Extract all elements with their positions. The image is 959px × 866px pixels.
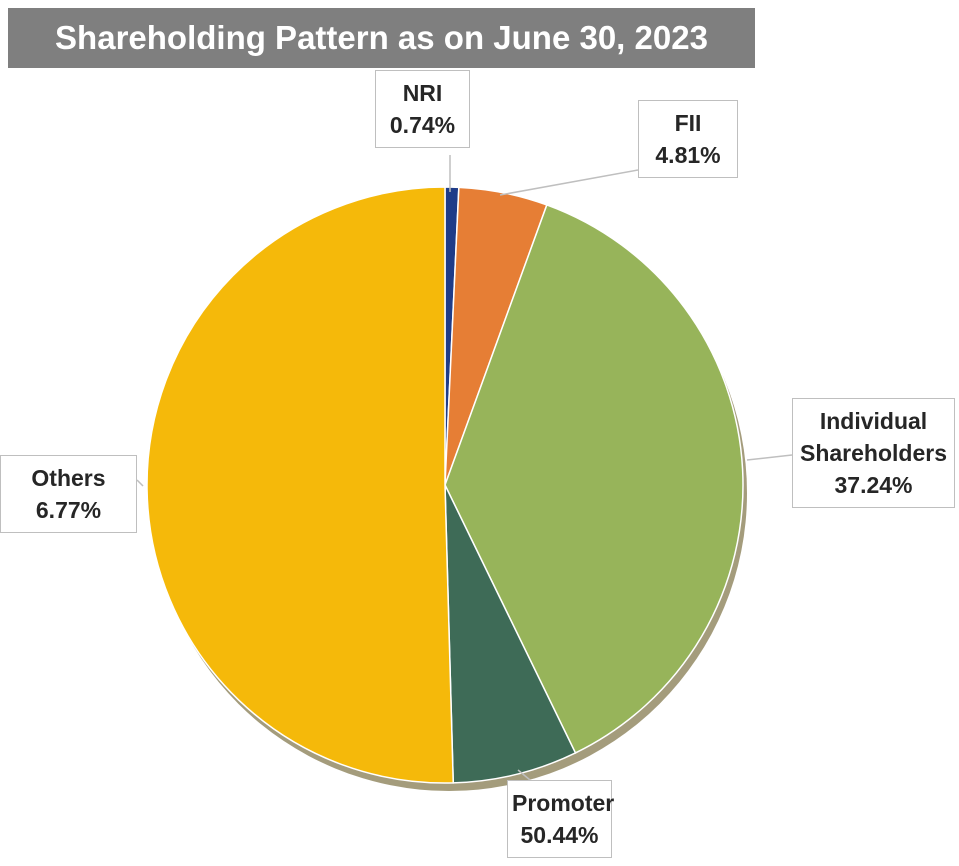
chart-title: Shareholding Pattern as on June 30, 2023 <box>8 8 755 68</box>
category-label: Others <box>31 465 106 491</box>
data-label: FII 4.81% <box>638 100 738 178</box>
data-label: Others 6.77% <box>0 455 137 533</box>
data-label: Promoter 50.44% <box>507 780 615 858</box>
pie-slice <box>444 484 577 784</box>
category-label: NRI <box>402 80 443 106</box>
leader-line <box>499 169 639 196</box>
leader-line <box>136 479 144 487</box>
leader-line <box>746 454 793 461</box>
category-label: Promoter <box>512 790 615 816</box>
value-label: 50.44% <box>520 822 599 848</box>
value-label: 6.77% <box>35 497 102 523</box>
leader-line <box>517 769 531 781</box>
category-label: FII <box>674 110 702 136</box>
value-label: 0.74% <box>389 112 456 138</box>
pie-slice <box>146 186 455 784</box>
category-label: Individual Shareholders <box>800 408 947 466</box>
value-label: 4.81% <box>655 142 721 168</box>
value-label: 37.24% <box>834 472 913 498</box>
data-label: Individual Shareholders 37.24% <box>792 398 955 508</box>
data-label: NRI 0.74% <box>375 70 470 148</box>
pie-slice <box>444 203 744 754</box>
